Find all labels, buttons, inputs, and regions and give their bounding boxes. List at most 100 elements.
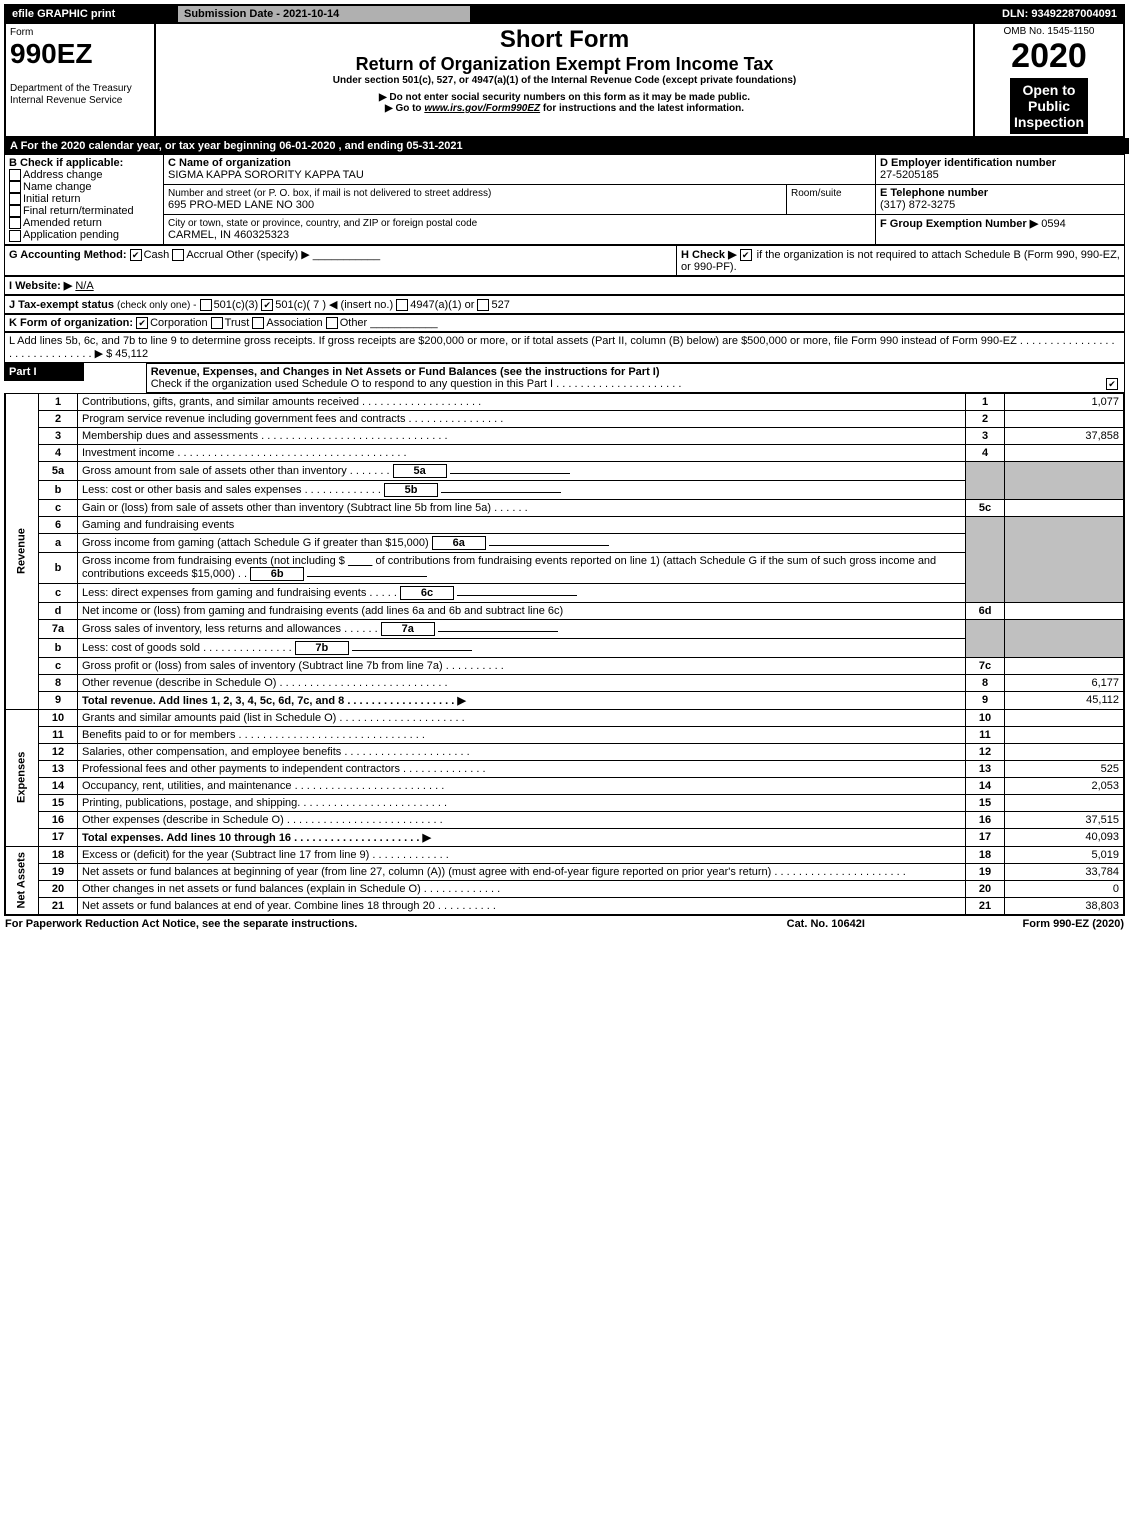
checkbox-initial-return[interactable] — [9, 193, 21, 205]
line-1-amt: 1,077 — [1005, 393, 1125, 410]
irs-link[interactable]: www.irs.gov/Form990EZ — [424, 103, 540, 114]
line-19-amt: 33,784 — [1005, 863, 1125, 880]
row-j: J Tax-exempt status (check only one) - 5… — [4, 295, 1125, 314]
label-cash: Cash — [144, 249, 170, 261]
line-20-amt: 0 — [1005, 880, 1125, 897]
row-g-h: G Accounting Method: Cash Accrual Other … — [4, 245, 1125, 276]
line-18-desc: Excess or (deficit) for the year (Subtra… — [78, 846, 966, 863]
line-9-amt: 45,112 — [1005, 691, 1125, 709]
label-application-pending: Application pending — [23, 229, 119, 241]
line-2-amt — [1005, 410, 1125, 427]
line-6d-amt — [1005, 602, 1125, 619]
period-bar: A For the 2020 calendar year, or tax yea… — [4, 138, 1129, 154]
checkbox-4947[interactable] — [396, 299, 408, 311]
box-l-text: L Add lines 5b, 6c, and 7b to line 9 to … — [9, 335, 1115, 360]
irs-label: Internal Revenue Service — [10, 95, 122, 106]
line-13-desc: Professional fees and other payments to … — [78, 760, 966, 777]
title-short-form: Short Form — [162, 26, 967, 54]
line-8-desc: Other revenue (describe in Schedule O) .… — [78, 674, 966, 691]
label-final-return: Final return/terminated — [23, 205, 134, 217]
checkbox-527[interactable] — [477, 299, 489, 311]
line-7b-desc: Less: cost of goods sold . . . . . . . .… — [78, 638, 966, 657]
part1-label: Part I — [4, 363, 84, 381]
submission-date: Submission Date - 2021-10-14 — [178, 5, 470, 23]
line-5c-desc: Gain or (loss) from sale of assets other… — [78, 499, 966, 516]
box-g-label: G Accounting Method: — [9, 249, 127, 261]
label-501c: 501(c)( 7 ) ◀ (insert no.) — [275, 299, 393, 311]
line-18-amt: 5,019 — [1005, 846, 1125, 863]
label-other-specify: Other (specify) ▶ — [226, 249, 310, 261]
phone: (317) 872-3275 — [880, 199, 955, 211]
line-10-amt — [1005, 709, 1125, 726]
label-trust: Trust — [225, 317, 250, 329]
note-goto: ▶ Go to www.irs.gov/Form990EZ for instru… — [162, 103, 967, 114]
part1-table: Revenue 1 Contributions, gifts, grants, … — [4, 393, 1125, 916]
org-name: SIGMA KAPPA SORORITY KAPPA TAU — [168, 169, 364, 181]
checkbox-trust[interactable] — [211, 317, 223, 329]
room-suite-label: Room/suite — [791, 188, 842, 199]
omb-number: OMB No. 1545-1150 — [979, 26, 1119, 37]
line-17-desc: Total expenses. Add lines 10 through 16 … — [78, 828, 966, 846]
label-address-change: Address change — [23, 169, 103, 181]
part1-header: Part I Revenue, Expenses, and Changes in… — [4, 363, 1125, 393]
street-address: 695 PRO-MED LANE NO 300 — [168, 199, 314, 211]
efile-print-button[interactable]: efile GRAPHIC print — [5, 5, 178, 23]
checkbox-schedule-o[interactable] — [1106, 378, 1118, 390]
line-14-amt: 2,053 — [1005, 777, 1125, 794]
section-revenue: Revenue — [5, 393, 39, 709]
checkbox-final-return[interactable] — [9, 205, 21, 217]
box-c-label: C Name of organization — [168, 157, 291, 169]
checkbox-application-pending[interactable] — [9, 230, 21, 242]
checkbox-corporation[interactable] — [136, 317, 148, 329]
line-8-amt: 6,177 — [1005, 674, 1125, 691]
row-l: L Add lines 5b, 6c, and 7b to line 9 to … — [4, 332, 1125, 363]
label-accrual: Accrual — [186, 249, 223, 261]
checkbox-accrual[interactable] — [172, 249, 184, 261]
box-d-label: D Employer identification number — [880, 157, 1056, 169]
box-k-label: K Form of organization: — [9, 317, 133, 329]
group-exemption-number: 0594 — [1041, 218, 1065, 230]
label-initial-return: Initial return — [23, 193, 80, 205]
checkbox-501c[interactable] — [261, 299, 273, 311]
line-4-desc: Investment income . . . . . . . . . . . … — [78, 444, 966, 461]
checkbox-name-change[interactable] — [9, 181, 21, 193]
line-2-desc: Program service revenue including govern… — [78, 410, 966, 427]
checkbox-address-change[interactable] — [9, 169, 21, 181]
line-4-amt — [1005, 444, 1125, 461]
line-5b-desc: Less: cost or other basis and sales expe… — [78, 480, 966, 499]
line-17-amt: 40,093 — [1005, 828, 1125, 846]
subtitle-section: Under section 501(c), 527, or 4947(a)(1)… — [162, 75, 967, 86]
label-501c3: 501(c)(3) — [214, 299, 259, 311]
line-3-amt: 37,858 — [1005, 427, 1125, 444]
label-527: 527 — [491, 299, 509, 311]
footer-catno: Cat. No. 10642I — [742, 916, 909, 931]
label-name-change: Name change — [23, 181, 92, 193]
section-expenses: Expenses — [5, 709, 39, 846]
checkbox-501c3[interactable] — [200, 299, 212, 311]
checkbox-sched-b[interactable] — [740, 249, 752, 261]
checkbox-amended-return[interactable] — [9, 217, 21, 229]
dept-treasury: Department of the Treasury — [10, 83, 132, 94]
line-20-desc: Other changes in net assets or fund bala… — [78, 880, 966, 897]
open-to-public: Open to Public Inspection — [1010, 78, 1088, 134]
line-6b-desc: Gross income from fundraising events (no… — [78, 552, 966, 583]
line-5c-amt — [1005, 499, 1125, 516]
dln: DLN: 93492287004091 — [470, 5, 1124, 23]
city-state-zip: CARMEL, IN 460325323 — [168, 229, 289, 241]
checkbox-cash[interactable] — [130, 249, 142, 261]
top-bar: efile GRAPHIC print Submission Date - 20… — [4, 4, 1125, 24]
box-l-amount: 45,112 — [115, 348, 148, 360]
checkbox-other-org[interactable] — [326, 317, 338, 329]
line-6c-desc: Less: direct expenses from gaming and fu… — [78, 583, 966, 602]
line-21-amt: 38,803 — [1005, 897, 1125, 915]
line-3-desc: Membership dues and assessments . . . . … — [78, 427, 966, 444]
checkbox-association[interactable] — [252, 317, 264, 329]
label-4947: 4947(a)(1) or — [410, 299, 474, 311]
line-6d-desc: Net income or (loss) from gaming and fun… — [78, 602, 966, 619]
line-9-desc: Total revenue. Add lines 1, 2, 3, 4, 5c,… — [78, 691, 966, 709]
box-f-label: F Group Exemption Number ▶ — [880, 218, 1038, 230]
form-label: Form — [10, 27, 33, 38]
line-1-desc: Contributions, gifts, grants, and simila… — [78, 393, 966, 410]
line-5a-desc: Gross amount from sale of assets other t… — [78, 461, 966, 480]
label-amended-return: Amended return — [23, 217, 102, 229]
